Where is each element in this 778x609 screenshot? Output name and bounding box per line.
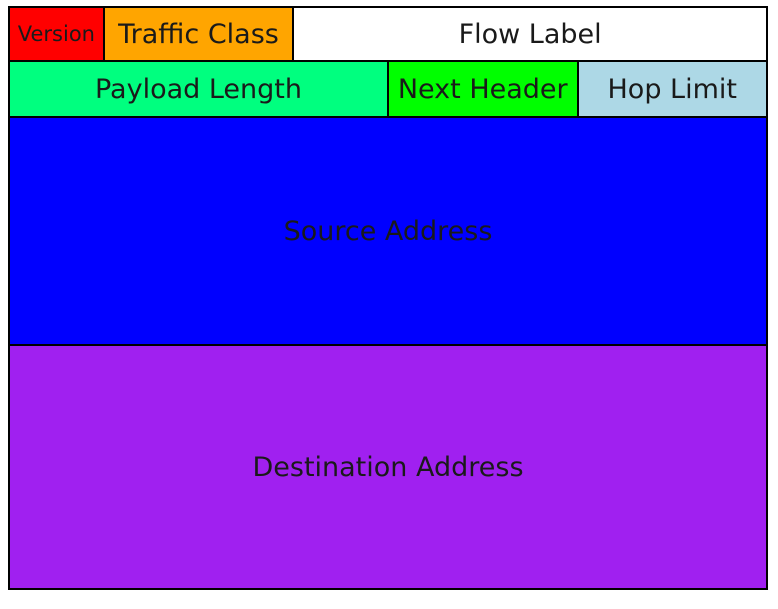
- header-row-1: Payload Length Next Header Hop Limit: [9, 61, 767, 117]
- field-source-address: Source Address: [9, 117, 767, 345]
- header-row-2: Source Address: [9, 117, 767, 345]
- field-destination-address: Destination Address: [9, 345, 767, 589]
- field-next-header: Next Header: [388, 61, 578, 117]
- ipv6-header-diagram: Version Traffic Class Flow Label Payload…: [0, 0, 778, 598]
- field-payload-length: Payload Length: [9, 61, 388, 117]
- header-table: Version Traffic Class Flow Label Payload…: [8, 6, 768, 590]
- header-row-3: Destination Address: [9, 345, 767, 589]
- header-row-0: Version Traffic Class Flow Label: [9, 7, 767, 61]
- field-hop-limit: Hop Limit: [578, 61, 768, 117]
- field-version: Version: [9, 7, 104, 61]
- field-flow-label: Flow Label: [293, 7, 767, 61]
- field-traffic-class: Traffic Class: [104, 7, 294, 61]
